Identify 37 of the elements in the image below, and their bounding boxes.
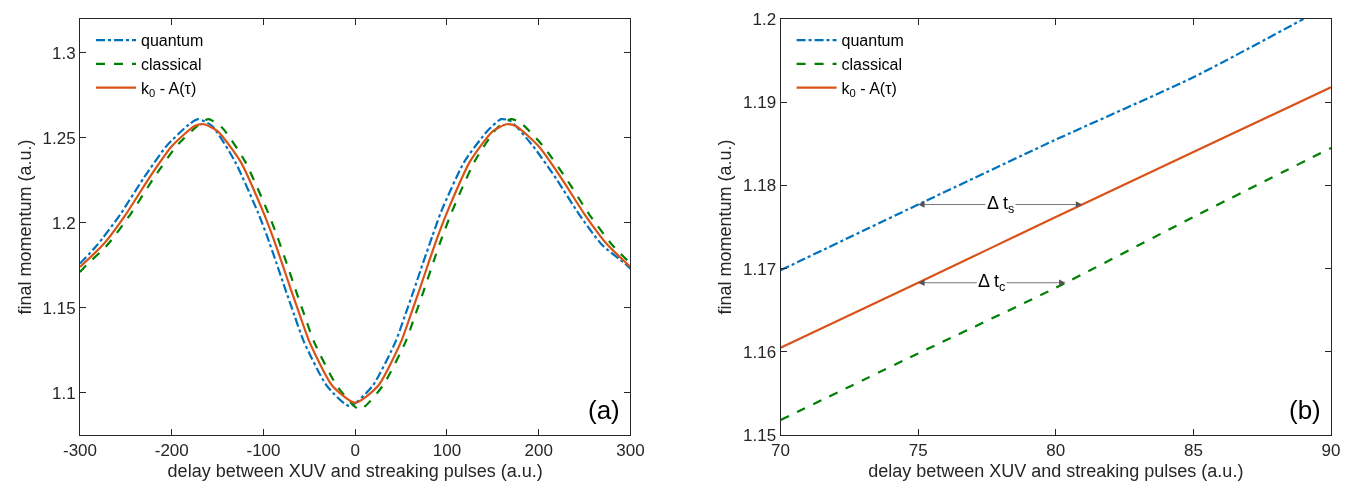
y-tick-label: 1.16: [743, 342, 777, 362]
x-tick-label: -300: [62, 441, 98, 461]
annotation: Δ t$_{s}$: [987, 193, 1015, 216]
x-axis-title: delay between XUV and streaking pulses (a.u.): [868, 460, 1244, 481]
y-axis-title: final momentum (a.u.): [715, 139, 736, 315]
x-tick-label: 85: [1183, 441, 1203, 461]
y-tick-label: 1.2: [51, 213, 76, 233]
annotation: (a): [588, 395, 620, 425]
annotation: (b): [1289, 395, 1321, 425]
legend-label: classical: [841, 56, 903, 74]
x-tick-label: 300: [616, 441, 645, 461]
x-tick-label: 200: [524, 441, 553, 461]
y-tick-label: 1.25: [42, 128, 76, 148]
x-tick-label: 80: [1046, 441, 1066, 461]
legend-label: classical: [141, 56, 202, 74]
x-tick-label: 90: [1321, 441, 1341, 461]
y-tick-label: 1.1: [51, 383, 76, 403]
x-tick-label: -200: [154, 441, 189, 461]
y-axis-title: final momentum (a.u.): [14, 139, 35, 315]
legend-label: k$_{0}$ - A(τ): [841, 79, 897, 100]
x-tick-label: 75: [908, 441, 928, 461]
annotation: Δ t$_{c}$: [978, 271, 1006, 294]
line-series: [780, 19, 1305, 272]
y-tick-label: 1.15: [42, 298, 76, 318]
legend-label: k$_{0}$ - A(τ): [141, 79, 197, 100]
line-series: [780, 146, 1331, 422]
y-tick-label: 1.3: [51, 43, 76, 63]
x-tick-label: 100: [432, 441, 462, 461]
y-tick-label: 1.19: [743, 93, 777, 113]
legend-label: quantum: [141, 32, 204, 50]
y-tick-label: 1.17: [743, 259, 777, 279]
x-axis-title: delay between XUV and streaking pulses (a.u.): [167, 460, 543, 481]
x-tick-label: 0: [350, 441, 360, 461]
y-tick-label: 1.2: [752, 9, 777, 29]
y-tick-label: 1.18: [743, 176, 777, 196]
x-tick-label: -100: [246, 441, 281, 461]
legend-label: quantum: [841, 32, 904, 50]
